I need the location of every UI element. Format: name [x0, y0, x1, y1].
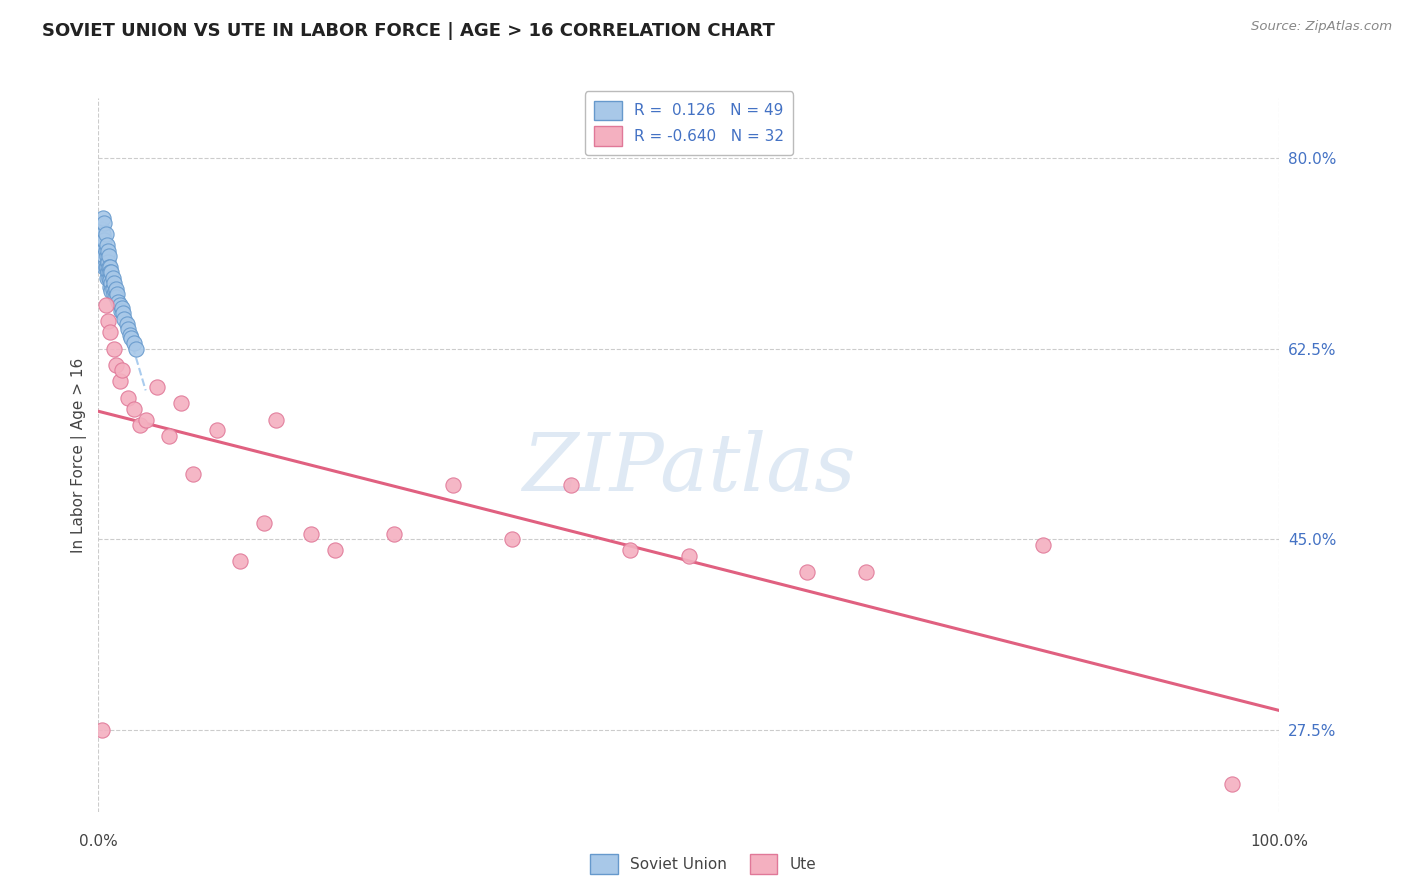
Point — [98, 326, 121, 340]
Point — [98, 271, 121, 285]
Point — [98, 249, 121, 263]
Point — [101, 271, 124, 285]
Point — [94, 298, 117, 312]
Point — [98, 260, 121, 274]
Point — [323, 543, 346, 558]
Point — [94, 260, 117, 274]
Point — [111, 363, 134, 377]
Point — [122, 336, 145, 351]
Point — [96, 249, 118, 263]
Point — [501, 533, 523, 547]
Point — [100, 284, 122, 298]
Point — [103, 342, 125, 356]
Point — [441, 478, 464, 492]
Point — [619, 543, 641, 558]
Point — [122, 401, 145, 416]
Point — [107, 294, 129, 309]
Point — [117, 391, 139, 405]
Point — [104, 284, 127, 298]
Point — [103, 277, 125, 291]
Point — [96, 271, 118, 285]
Point — [121, 331, 143, 345]
Point — [1220, 777, 1243, 791]
Point — [91, 211, 114, 225]
Point — [382, 527, 405, 541]
Point — [170, 396, 193, 410]
Point — [135, 412, 157, 426]
Point — [98, 260, 121, 274]
Point — [93, 260, 115, 274]
Point — [91, 723, 114, 737]
Point — [229, 554, 252, 568]
Point — [91, 244, 114, 258]
Point — [98, 279, 121, 293]
Point — [100, 277, 122, 291]
Text: 0.0%: 0.0% — [79, 834, 118, 849]
Point — [157, 429, 180, 443]
Point — [93, 216, 115, 230]
Text: SOVIET UNION VS UTE IN LABOR FORCE | AGE > 16 CORRELATION CHART: SOVIET UNION VS UTE IN LABOR FORCE | AGE… — [42, 22, 775, 40]
Point — [98, 273, 121, 287]
Text: Source: ZipAtlas.com: Source: ZipAtlas.com — [1251, 20, 1392, 33]
Point — [796, 565, 818, 579]
Point — [112, 312, 135, 326]
Point — [111, 301, 134, 316]
Point — [103, 287, 125, 301]
Point — [181, 467, 204, 481]
Point — [128, 417, 150, 432]
Point — [97, 314, 120, 328]
Text: 100.0%: 100.0% — [1250, 834, 1309, 849]
Point — [205, 424, 228, 438]
Point — [97, 244, 120, 258]
Legend: Soviet Union, Ute: Soviet Union, Ute — [583, 848, 823, 880]
Point — [560, 478, 582, 492]
Text: ZIPatlas: ZIPatlas — [522, 431, 856, 508]
Point — [112, 306, 135, 320]
Point — [108, 298, 131, 312]
Point — [98, 265, 121, 279]
Point — [97, 254, 120, 268]
Point — [94, 227, 117, 242]
Point — [117, 322, 139, 336]
Point — [96, 238, 118, 252]
Y-axis label: In Labor Force | Age > 16: In Labor Force | Age > 16 — [72, 358, 87, 552]
Point — [100, 265, 122, 279]
Point — [108, 375, 131, 389]
Point — [1032, 538, 1054, 552]
Point — [120, 327, 142, 342]
Point — [110, 303, 132, 318]
Point — [855, 565, 877, 579]
Point — [125, 342, 148, 356]
Point — [94, 244, 117, 258]
Point — [97, 265, 120, 279]
Point — [91, 222, 114, 236]
Point — [678, 549, 700, 563]
Point — [105, 291, 128, 305]
Legend: R =  0.126   N = 49, R = -0.640   N = 32: R = 0.126 N = 49, R = -0.640 N = 32 — [585, 92, 793, 155]
Point — [101, 282, 124, 296]
Point — [91, 227, 114, 242]
Point — [91, 238, 114, 252]
Point — [105, 287, 128, 301]
Point — [115, 317, 138, 331]
Point — [299, 527, 322, 541]
Point — [93, 249, 115, 263]
Point — [93, 233, 115, 247]
Point — [146, 380, 169, 394]
Point — [105, 358, 128, 372]
Point — [96, 260, 118, 274]
Point — [105, 282, 128, 296]
Point — [264, 412, 287, 426]
Point — [253, 516, 276, 530]
